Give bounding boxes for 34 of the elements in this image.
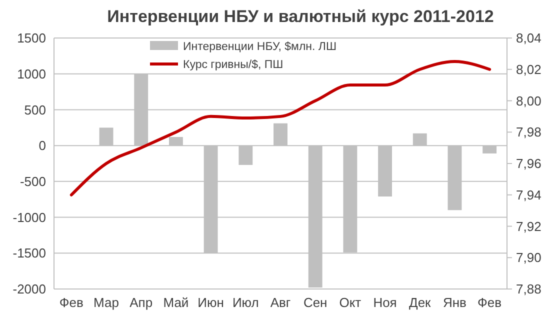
- x-tick-label: Ноя: [373, 295, 397, 310]
- y-tick-label: -1500: [12, 246, 46, 261]
- y2-tick-label: 7,96: [516, 156, 542, 172]
- x-tick-label: Фев: [478, 295, 502, 310]
- legend-label: Интервенции НБУ, $млн. ЛШ: [183, 41, 336, 54]
- y-tick-label: 500: [24, 102, 46, 118]
- y-tick-label: -2000: [12, 282, 46, 297]
- x-tick-label: Июн: [198, 295, 224, 310]
- x-tick-label: Мар: [94, 295, 119, 310]
- y2-tick-label: 8,00: [516, 93, 542, 108]
- y-tick-label: -1000: [12, 210, 46, 225]
- x-tick-label: Янв: [442, 295, 467, 310]
- y2-tick-label: 7,90: [516, 250, 542, 266]
- y2-tick-label: 7,92: [516, 218, 542, 234]
- y2-tick-label: 8,04: [516, 30, 542, 46]
- y2-tick-label: 8,02: [516, 62, 542, 77]
- x-tick-label: Апр: [130, 295, 153, 310]
- x-tick-label: Дек: [409, 295, 432, 310]
- x-tick-label: Сен: [303, 295, 328, 310]
- x-tick-label: Фев: [59, 295, 84, 310]
- y2-tick-label: 7,88: [516, 282, 542, 297]
- y2-tick-label: 7,98: [516, 124, 542, 140]
- x-tick-label: Авг: [270, 295, 291, 310]
- y-tick-label: 1000: [17, 66, 46, 82]
- x-tick-label: Окт: [339, 295, 362, 310]
- y-tick-label: 1500: [17, 30, 46, 46]
- y-tick-label: 0: [38, 138, 46, 154]
- x-tick-label: Май: [163, 295, 189, 310]
- line-series: [70, 60, 492, 196]
- y2-tick-label: 7,94: [516, 187, 542, 202]
- y-tick-label: -500: [20, 174, 46, 189]
- x-tick-label: Июл: [232, 295, 259, 310]
- chart-title: Интервенции НБУ и валютный курс 2011-2012: [107, 7, 494, 26]
- legend-label: Курс гривны/$, ПШ: [183, 59, 284, 72]
